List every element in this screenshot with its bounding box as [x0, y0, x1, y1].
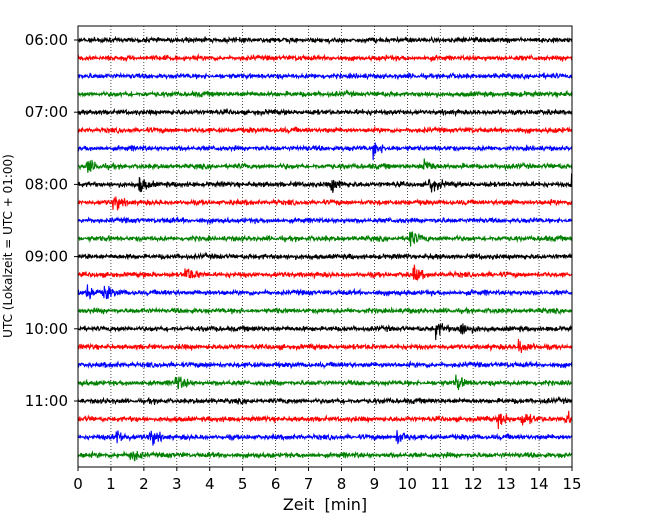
- trace-line: [77, 395, 573, 406]
- trace-line: [77, 173, 573, 193]
- y-axis-label: UTC (Lokalzeit = UTC + 01:00): [1, 154, 15, 338]
- trace-line: [77, 338, 573, 353]
- trace-line: [77, 251, 573, 261]
- x-tick-label: 2: [139, 475, 149, 493]
- x-tick-label: 1: [106, 475, 116, 493]
- x-tick-label: 15: [562, 475, 581, 493]
- trace-line: [77, 107, 573, 118]
- x-tick-label: 6: [271, 475, 281, 493]
- y-tick-label: 07:00: [25, 103, 68, 121]
- trace-line: [77, 196, 573, 211]
- y-tick-label: 09:00: [25, 248, 68, 266]
- trace-line: [77, 374, 573, 391]
- x-tick-label: 13: [497, 475, 516, 493]
- x-tick-label: 5: [238, 475, 248, 493]
- trace-group: [77, 35, 573, 462]
- y-tick-label: 11:00: [25, 392, 68, 410]
- trace-line: [77, 231, 573, 247]
- x-tick-label: 8: [337, 475, 347, 493]
- y-axis-ticks: 06:00 07:00 08:00 09:00 10:00 11:00: [25, 31, 78, 410]
- trace-line: [77, 284, 573, 300]
- trace-line: [77, 158, 573, 173]
- x-axis-label: Zeit [min]: [283, 495, 367, 514]
- x-tick-label: 4: [205, 475, 215, 493]
- trace-line: [77, 450, 573, 462]
- x-tick-label: 11: [431, 475, 450, 493]
- trace-line: [77, 306, 573, 316]
- trace-line: [77, 88, 573, 99]
- x-tick-label: 3: [172, 475, 182, 493]
- trace-line: [77, 264, 573, 282]
- trace-line: [77, 360, 573, 370]
- trace-line: [77, 52, 573, 63]
- x-tick-label: 9: [370, 475, 380, 493]
- x-tick-label: 10: [398, 475, 417, 493]
- x-axis-ticks: 0 1 2 3 4 5 6 7 8 9 10 11 12 13 14 15: [73, 467, 582, 493]
- trace-line: [77, 215, 573, 226]
- x-tick-label: 14: [530, 475, 549, 493]
- trace-line: [77, 410, 573, 430]
- x-tick-label: 7: [304, 475, 314, 493]
- trace-line: [77, 430, 573, 446]
- plot-frame: [77, 25, 573, 468]
- trace-line: [77, 323, 573, 341]
- trace-line: [77, 125, 573, 135]
- y-tick-label: 06:00: [25, 31, 68, 49]
- y-tick-label: 08:00: [25, 175, 68, 193]
- trace-line: [77, 71, 573, 81]
- y-tick-label: 10:00: [25, 320, 68, 338]
- x-tick-label: 12: [464, 475, 483, 493]
- trace-line: [77, 142, 573, 161]
- x-tick-label: 0: [73, 475, 83, 493]
- trace-line: [77, 35, 573, 46]
